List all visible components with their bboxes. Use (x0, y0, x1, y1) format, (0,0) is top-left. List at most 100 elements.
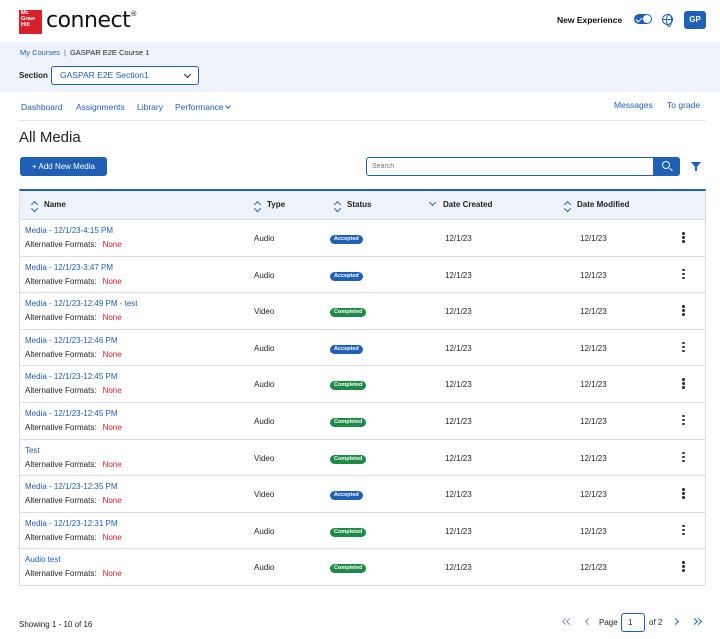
column-name-label: Name (44, 200, 66, 209)
mcgraw-hill-logo[interactable]: Mc Graw Hill (19, 10, 42, 34)
alternative-formats-label: Alternative Formats: (25, 313, 97, 323)
double-chevron-left-icon-part (565, 617, 574, 626)
media-name-cell: Media - 12/1/23-12:31 PM Alternative Form… (25, 519, 122, 542)
status-badge: Accepted (330, 344, 363, 354)
chevron-right-icon (671, 617, 680, 626)
sort-icon (30, 200, 39, 209)
avatar[interactable]: GP (684, 11, 706, 29)
nav-divider (19, 120, 706, 121)
new-experience-label: New Experience (557, 15, 623, 25)
status-cell: Completed (330, 306, 367, 318)
alternative-formats-value[interactable]: None (102, 422, 122, 432)
double-chevron-right-icon-part (694, 617, 703, 626)
media-name-link[interactable]: Media - 12/1/23-12:46 PM (25, 335, 118, 345)
alternative-formats-value[interactable]: None (102, 276, 122, 286)
status-badge: Completed (330, 527, 367, 537)
last-page-button[interactable] (688, 613, 708, 632)
status-badge: Completed (330, 417, 367, 427)
column-type[interactable]: Type (253, 200, 286, 209)
status-badge: Completed (330, 308, 367, 318)
media-type: Audio (254, 270, 275, 280)
date-modified: 12/1/23 (580, 416, 607, 426)
date-created: 12/1/23 (445, 563, 472, 573)
media-name-link[interactable]: Media - 12/1/23-12:45 PM (25, 408, 118, 418)
media-name-link[interactable]: Audio test (25, 555, 61, 565)
row-actions-kebab-icon[interactable] (682, 232, 685, 244)
row-actions-kebab-icon[interactable] (682, 488, 685, 500)
row-actions-kebab-icon[interactable] (682, 561, 685, 573)
media-name-link[interactable]: Media - 12/1/23-12:35 PM (25, 482, 118, 492)
next-page-button[interactable] (668, 613, 688, 632)
media-name-link[interactable]: Media - 12/1/23-12:31 PM (25, 518, 118, 528)
connect-brand[interactable]: connect® (46, 8, 137, 33)
table-row: Media - 12/1/23-12:35 PM Alternative Form… (20, 475, 705, 512)
media-name-link[interactable]: Media - 12/1/23-12:45 PM (25, 372, 118, 382)
media-name-link[interactable]: Media - 12/1/23-3:47 PM (25, 262, 114, 272)
top-header: Mc Graw Hill connect® New Experience GP (0, 0, 720, 42)
search-button[interactable] (653, 157, 680, 176)
column-date-modified[interactable]: Date Modified (563, 200, 629, 209)
row-actions-kebab-icon[interactable] (682, 524, 685, 537)
date-created: 12/1/23 (445, 416, 472, 426)
date-modified: 12/1/23 (580, 343, 607, 353)
alternative-formats-label: Alternative Formats: (25, 532, 97, 542)
date-modified: 12/1/23 (580, 563, 607, 573)
row-actions-kebab-icon[interactable] (682, 451, 685, 464)
date-modified: 12/1/23 (580, 526, 607, 536)
date-created: 12/1/23 (445, 234, 472, 243)
status-badge: Completed (330, 454, 367, 464)
media-type: Audio (254, 526, 275, 536)
alternative-formats-value[interactable]: None (102, 532, 122, 542)
breadcrumb-my-courses[interactable]: My Courses (20, 48, 61, 57)
column-type-label: Type (267, 200, 286, 209)
alternative-formats-value[interactable]: None (102, 496, 122, 506)
row-actions-kebab-icon[interactable] (682, 414, 685, 427)
media-name-link[interactable]: Media - 12/1/23-4:15 PM (25, 226, 114, 235)
nav-performance-label: Performance (175, 102, 224, 112)
media-name-cell: Media - 12/1/23-12:46 PM Alternative Form… (25, 336, 122, 359)
date-created: 12/1/23 (445, 453, 472, 463)
column-name[interactable]: Name (30, 200, 66, 209)
nav-assignments[interactable]: Assignments (76, 102, 125, 112)
new-experience-toggle[interactable] (634, 14, 652, 24)
status-cell: Completed (330, 453, 367, 464)
alternative-formats-value[interactable]: None (102, 459, 122, 469)
alternative-formats-label: Alternative Formats: (25, 569, 97, 579)
media-type: Audio (254, 380, 275, 390)
filter-icon[interactable] (691, 162, 701, 171)
media-name-link[interactable]: Media - 12/1/23-12:49 PM - test (25, 299, 138, 309)
nav-dashboard[interactable]: Dashboard (21, 102, 63, 112)
media-type: Video (254, 453, 275, 463)
chevron-down-icon (225, 103, 231, 109)
first-page-button[interactable] (557, 613, 577, 632)
row-actions-kebab-icon[interactable] (682, 268, 685, 281)
alternative-formats-label: Alternative Formats: (25, 386, 97, 396)
alternative-formats-value[interactable]: None (102, 569, 122, 579)
nav-to-grade[interactable]: To grade (667, 100, 701, 110)
date-created: 12/1/23 (445, 343, 472, 353)
status-cell: Accepted (330, 233, 363, 244)
row-actions-kebab-icon[interactable] (682, 341, 685, 354)
row-actions-kebab-icon[interactable] (682, 305, 685, 317)
column-status[interactable]: Status (333, 200, 371, 209)
date-created: 12/1/23 (445, 490, 472, 500)
page-number-input[interactable]: 1 (621, 613, 645, 632)
section-select[interactable]: GASPAR E2E Section1 (51, 66, 199, 85)
nav-messages[interactable]: Messages (614, 100, 653, 110)
nav-performance[interactable]: Performance (175, 102, 231, 112)
page-label: Page (599, 618, 618, 627)
add-new-media-button[interactable]: + Add New Media (20, 157, 107, 176)
nav-library[interactable]: Library (137, 102, 163, 112)
alternative-formats-value[interactable]: None (102, 240, 122, 249)
alternative-formats-value[interactable]: None (102, 386, 122, 396)
column-date-created[interactable]: Date Created (428, 198, 492, 209)
row-actions-kebab-icon[interactable] (682, 378, 685, 390)
media-type: Video (254, 307, 275, 317)
media-name-cell: Media - 12/1/23-12:45 PM Alternative Form… (25, 409, 122, 432)
globe-icon[interactable] (662, 14, 673, 27)
media-name-link[interactable]: Test (25, 445, 40, 455)
alternative-formats-value[interactable]: None (102, 349, 122, 359)
search-input[interactable] (366, 157, 654, 176)
previous-page-button[interactable] (578, 613, 598, 632)
alternative-formats-value[interactable]: None (102, 313, 122, 323)
